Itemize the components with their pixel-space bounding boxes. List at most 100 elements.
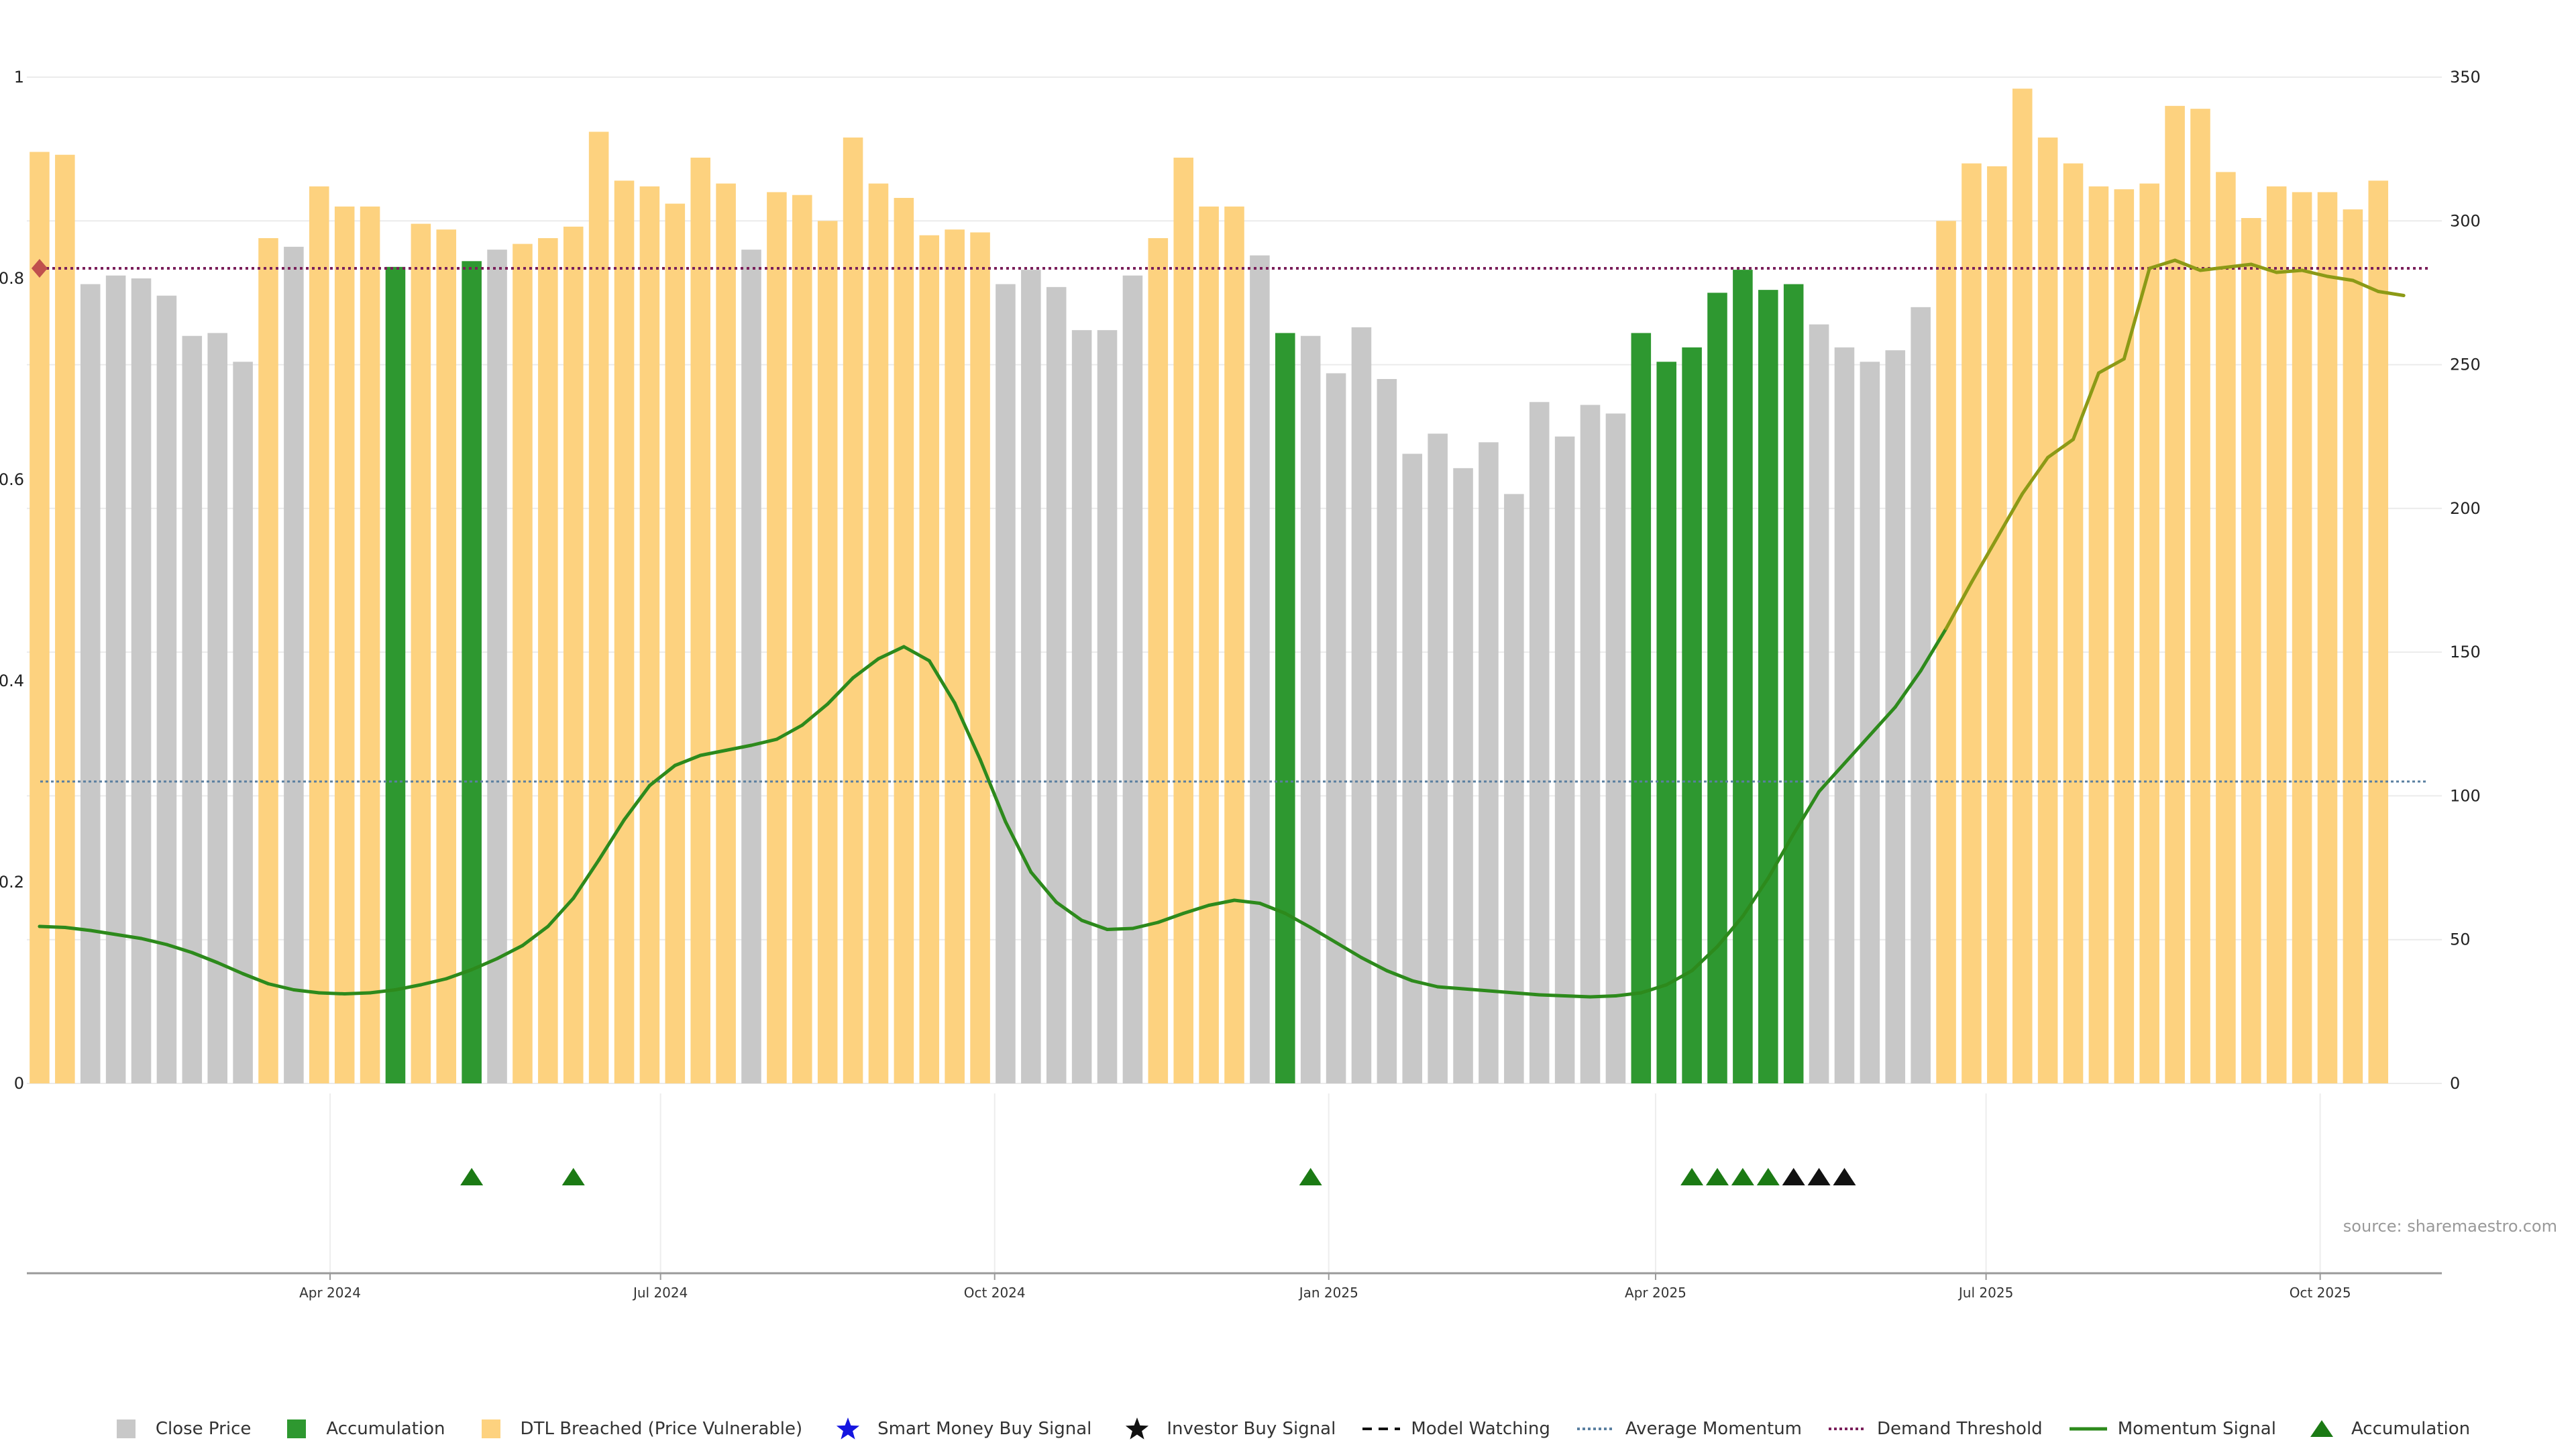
left-axis-tick-label: 0.8	[0, 269, 24, 288]
right-axis-tick-label: 350	[2450, 68, 2481, 87]
dtl-breached-bar	[792, 195, 812, 1083]
close-price-bar	[80, 284, 101, 1084]
signal-lines	[31, 258, 2428, 999]
momentum-signal-segment	[2198, 266, 2228, 272]
accumulation-marker	[460, 1168, 484, 1185]
momentum-signal-segment	[1410, 979, 1440, 989]
dtl-breached-bar	[334, 206, 355, 1083]
momentum-signal-segment	[623, 784, 651, 822]
momentum-signal-segment	[698, 749, 728, 757]
close-price-bar	[156, 295, 177, 1083]
close-price-bar	[1097, 330, 1118, 1084]
legend-swatch-momentum	[2069, 1427, 2107, 1431]
momentum-signal-segment	[1664, 969, 1694, 987]
x-axis-tick-label: Jul 2024	[632, 1285, 688, 1301]
legend-label-watch: Model Watching	[1411, 1419, 1550, 1439]
close-price-bar	[105, 275, 126, 1083]
dtl-breached-bar	[1173, 158, 1193, 1083]
x-axis-tick-label: Oct 2024	[964, 1285, 1026, 1301]
accumulation-bar	[1631, 333, 1652, 1083]
momentum-signal-segment	[2275, 268, 2304, 274]
x-axis-tick-label: Apr 2025	[1625, 1285, 1686, 1301]
momentum-signal-segment	[419, 977, 448, 987]
dtl-breached-bar	[639, 186, 660, 1083]
dtl-breached-bar	[817, 221, 838, 1084]
dtl-breached-bar	[868, 183, 889, 1084]
close-price-bar	[233, 362, 253, 1084]
close-price-bar	[182, 335, 203, 1083]
momentum-signal-segment	[1817, 761, 1846, 794]
close-price-bar	[1580, 405, 1601, 1083]
accumulation-marker	[1680, 1168, 1704, 1185]
momentum-signal-segment	[1385, 969, 1414, 983]
momentum-signal-segment	[978, 757, 1008, 824]
momentum-signal-segment	[1106, 926, 1134, 931]
legend-swatch-dtl	[481, 1419, 500, 1438]
momentum-signal-segment	[190, 951, 219, 965]
legend-swatch-acc_marker	[2310, 1420, 2333, 1437]
dtl-breached-bar	[2088, 186, 2109, 1083]
dtl-breached-bar	[55, 154, 75, 1084]
dtl-breached-bar	[1148, 238, 1169, 1083]
momentum-signal-segment	[2122, 266, 2151, 361]
dtl-breached-bar	[2037, 138, 2058, 1083]
legend-swatch-acc	[287, 1419, 307, 1438]
legend-label-investor: Investor Buy Signal	[1167, 1419, 1336, 1439]
accumulation-bar	[1682, 347, 1702, 1083]
right-axis-tick-label: 150	[2450, 643, 2481, 661]
dtl-breached-bar	[563, 226, 584, 1083]
momentum-signal-segment	[521, 924, 550, 947]
momentum-signal-segment	[1080, 918, 1110, 931]
momentum-signal-segment	[266, 982, 296, 991]
close-price-bar	[284, 246, 304, 1083]
dtl-breached-bar	[411, 223, 431, 1084]
dtl-breached-bar	[1199, 206, 1219, 1083]
dtl-breached-bar	[538, 238, 558, 1083]
close-price-bar	[1911, 307, 1931, 1083]
dtl-breached-bar	[2139, 183, 2159, 1084]
right-axis-tick-label: 250	[2450, 356, 2481, 374]
momentum-signal-segment	[673, 753, 702, 767]
dtl-breached-bar	[2368, 180, 2389, 1084]
momentum-signal-segment	[902, 645, 931, 663]
momentum-signal-segment	[1004, 820, 1033, 874]
close-price-bar	[1428, 433, 1448, 1083]
momentum-signal-segment	[2173, 258, 2202, 272]
momentum-signal-segment	[1995, 492, 2025, 540]
legend-swatch-smart	[837, 1417, 860, 1440]
close-price-bar	[1605, 413, 1626, 1083]
legend-label-avg: Average Momentum	[1625, 1419, 1803, 1439]
left-axis-tick-label: 0.4	[0, 672, 24, 690]
momentum-signal-segment	[1436, 985, 1465, 991]
dtl-breached-bar	[588, 131, 609, 1083]
momentum-signal-segment	[1538, 993, 1567, 998]
momentum-signal-segment	[1283, 912, 1313, 929]
dtl-breached-bar	[945, 229, 965, 1084]
dtl-breached-bar	[436, 229, 457, 1084]
legend-item-avg: Average Momentum	[1576, 1417, 1802, 1440]
momentum-signal-segment	[1512, 991, 1542, 997]
momentum-signal-segment	[1461, 987, 1491, 993]
momentum-signal-segment	[1029, 870, 1059, 904]
accumulation-bar	[1656, 362, 1676, 1084]
legend-item-momentum: Momentum Signal	[2068, 1417, 2276, 1440]
close-price-bar	[1554, 436, 1575, 1083]
legend-label-momentum: Momentum Signal	[2117, 1419, 2276, 1439]
dtl-breached-bar	[258, 238, 278, 1083]
x-axis-tick-label: Jan 2025	[1298, 1285, 1358, 1301]
legend-label-close: Close Price	[155, 1419, 252, 1439]
momentum-signal-segment	[1792, 790, 1821, 836]
legend-swatch-demand	[1829, 1428, 1867, 1430]
momentum-signal-segment	[1563, 994, 1593, 999]
momentum-signal-segment	[38, 924, 67, 929]
momentum-signal-segment	[1359, 956, 1389, 973]
right-axis-tick-label: 100	[2450, 786, 2481, 805]
momentum-signal-segment	[953, 701, 982, 761]
accumulation-bar	[1733, 270, 1753, 1084]
x-axis-tick-label: Oct 2025	[2290, 1285, 2351, 1301]
close-price-bar	[1046, 286, 1067, 1083]
dtl-breached-bar	[2317, 192, 2338, 1083]
momentum-signal-segment	[1309, 926, 1338, 945]
momentum-signal-segment	[1613, 991, 1643, 998]
accumulation-marker	[1299, 1168, 1322, 1185]
